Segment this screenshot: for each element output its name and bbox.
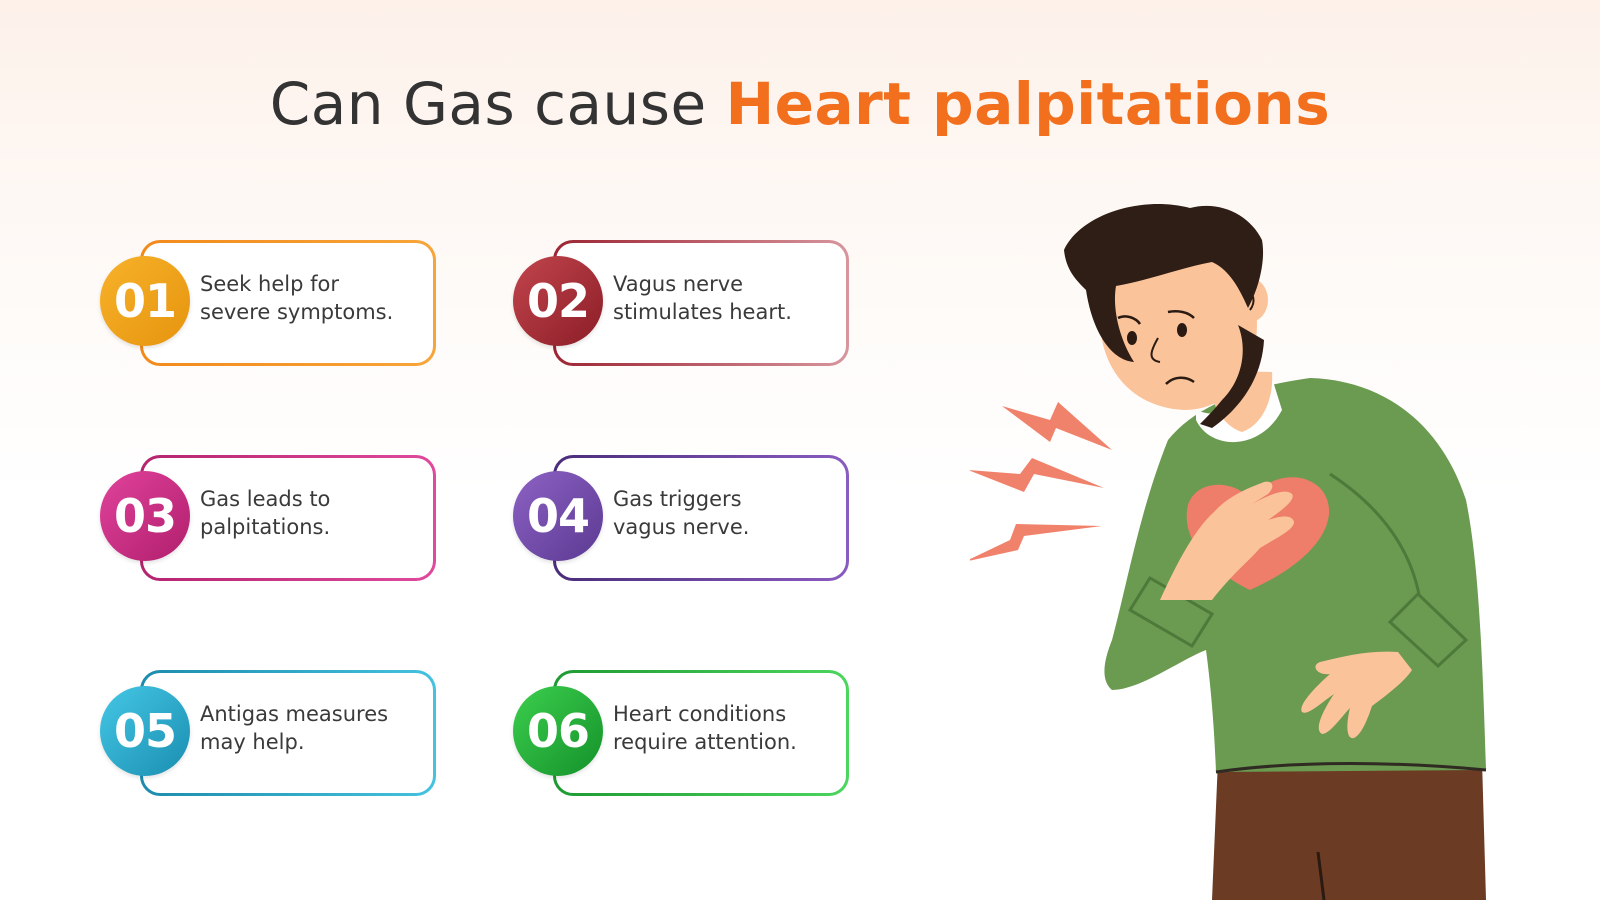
card-text-line1: Vagus nerve (613, 272, 744, 296)
card-text-line1: Gas triggers (613, 487, 742, 511)
hand-on-stomach (1301, 651, 1412, 739)
pain-zap-icon (970, 402, 1112, 561)
title-highlight: Heart palpitations (725, 70, 1331, 138)
man-with-chest-pain-illustration (970, 204, 1487, 900)
card-text: Heart conditions require attention. (613, 700, 843, 756)
card-text-line1: Gas leads to (200, 487, 331, 511)
card-number-badge: 05 (100, 686, 190, 776)
card-text: Gas triggers vagus nerve. (613, 485, 843, 541)
card-text: Gas leads to palpitations. (200, 485, 430, 541)
pants (1212, 760, 1486, 900)
hand-on-chest (1160, 481, 1294, 600)
title-prefix: Can Gas cause (269, 70, 707, 138)
card-number-badge: 04 (513, 471, 603, 561)
card-frame (553, 455, 849, 581)
info-card-01: 01 Seek help for severe symptoms. (100, 240, 440, 366)
card-text-line2: palpitations. (200, 515, 331, 539)
card-text-line2: require attention. (613, 730, 797, 754)
card-number-badge: 01 (100, 256, 190, 346)
info-card-03: 03 Gas leads to palpitations. (100, 455, 440, 581)
card-text-line1: Antigas measures (200, 702, 389, 726)
card-number-badge: 03 (100, 471, 190, 561)
card-text-line1: Heart conditions (613, 702, 787, 726)
card-text-line2: may help. (200, 730, 305, 754)
info-card-06: 06 Heart conditions require attention. (513, 670, 853, 796)
card-text-line2: stimulates heart. (613, 300, 792, 324)
card-frame (140, 240, 436, 366)
face (1064, 204, 1268, 428)
card-text-line1: Seek help for (200, 272, 339, 296)
card-text-line2: severe symptoms. (200, 300, 394, 324)
info-card-05: 05 Antigas measures may help. (100, 670, 440, 796)
card-text: Antigas measures may help. (200, 700, 430, 756)
shirt (1104, 378, 1486, 772)
page-title: Can Gas cause Heart palpitations (0, 70, 1600, 138)
card-text: Seek help for severe symptoms. (200, 270, 430, 326)
card-text: Vagus nerve stimulates heart. (613, 270, 843, 326)
info-card-02: 02 Vagus nerve stimulates heart. (513, 240, 853, 366)
card-number-badge: 02 (513, 256, 603, 346)
card-text-line2: vagus nerve. (613, 515, 750, 539)
card-number-badge: 06 (513, 686, 603, 776)
info-card-04: 04 Gas triggers vagus nerve. (513, 455, 853, 581)
